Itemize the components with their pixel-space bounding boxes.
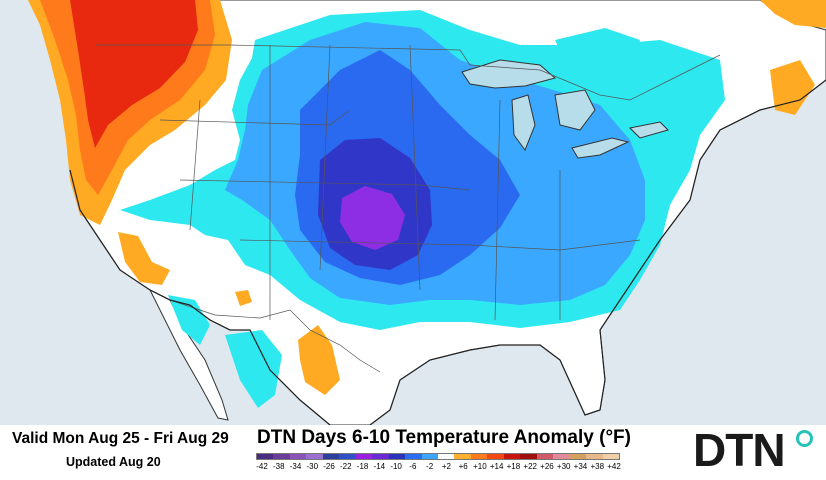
legend-label: -2 <box>426 462 434 471</box>
anomaly-patch-orange-nevada <box>235 290 252 306</box>
legend-label: -38 <box>272 462 285 471</box>
legend-swatch <box>388 454 406 459</box>
dtn-logo: DTN <box>693 424 818 477</box>
legend-label: -30 <box>306 462 319 471</box>
legend-color-bar <box>256 453 620 460</box>
dtn-logo-text: DTN <box>693 424 786 476</box>
map-title: DTN Days 6-10 Temperature Anomaly (°F) <box>257 427 631 448</box>
anomaly-patch-orange-atlantic-canada <box>770 60 815 115</box>
legend-label: +26 <box>540 462 554 471</box>
legend-swatch <box>602 454 619 459</box>
legend-swatch <box>569 454 587 459</box>
legend-swatch <box>536 454 554 459</box>
boundaries <box>95 44 721 373</box>
legend-label: +14 <box>489 462 504 471</box>
legend-label: -34 <box>289 462 302 471</box>
anomaly-patch-cyan-baja <box>225 330 282 408</box>
legend-label: -14 <box>373 462 386 471</box>
legend-label: -10 <box>390 462 402 471</box>
coastline <box>69 79 826 425</box>
color-legend: -42 -38 -34 -30 -26 -22 -18 -14 -10 -6 -2 +2 +6 +10 +1… <box>256 453 621 475</box>
legend-swatch <box>306 454 323 459</box>
legend-swatch <box>273 454 290 459</box>
legend-swatch <box>322 454 340 459</box>
legend-swatch <box>339 454 356 459</box>
legend-swatch <box>503 454 521 459</box>
legend-label: +42 <box>607 462 621 471</box>
legend-swatch <box>289 454 307 459</box>
legend-label: -18 <box>356 462 369 471</box>
legend-label: +2 <box>441 462 451 471</box>
legend-label: +30 <box>556 462 571 471</box>
legend-label: +22 <box>523 462 537 471</box>
temperature-anomaly-map <box>0 0 826 425</box>
legend-labels: -42 -38 -34 -30 -26 -22 -18 -14 -10 -6 -2 +2 +6 +10 +1… <box>256 462 621 474</box>
great-lakes <box>461 59 669 159</box>
anomaly-zone-purple <box>340 186 405 250</box>
legend-swatch <box>437 454 455 459</box>
legend-swatch <box>355 454 373 459</box>
legend-label: +6 <box>458 462 468 471</box>
legend-swatch <box>421 454 438 459</box>
anomaly-patch-orange-northeast-corner <box>760 0 826 28</box>
legend-swatch <box>372 454 389 459</box>
legend-label: -42 <box>256 462 268 471</box>
anomaly-patch-orange-mexico <box>298 325 340 395</box>
anomaly-zone-red-northwest <box>70 0 198 148</box>
anomaly-patch-cyan-southwest <box>168 295 210 345</box>
legend-swatch <box>470 454 488 459</box>
legend-label: -26 <box>323 462 335 471</box>
anomaly-patch-cyan-northeast <box>555 28 640 78</box>
legend-swatch <box>487 454 504 459</box>
anomaly-patch-orange-california <box>118 232 170 285</box>
legend-swatch <box>586 454 603 459</box>
legend-swatch <box>520 454 537 459</box>
legend-swatch <box>405 454 422 459</box>
legend-label: -22 <box>340 462 352 471</box>
map-footer: Valid Mon Aug 25 - Fri Aug 29 Updated Au… <box>0 424 826 480</box>
legend-label: +34 <box>573 462 588 471</box>
legend-swatch <box>454 454 471 459</box>
updated-date: Updated Aug 20 <box>66 455 161 469</box>
legend-label: -6 <box>409 462 417 471</box>
legend-label: +18 <box>506 462 521 471</box>
valid-date-range: Valid Mon Aug 25 - Fri Aug 29 <box>12 430 229 447</box>
legend-swatch <box>553 454 570 459</box>
legend-swatch <box>257 454 274 459</box>
legend-label: +10 <box>473 462 487 471</box>
dtn-logo-ring-icon <box>796 430 813 447</box>
legend-label: +38 <box>590 462 605 471</box>
